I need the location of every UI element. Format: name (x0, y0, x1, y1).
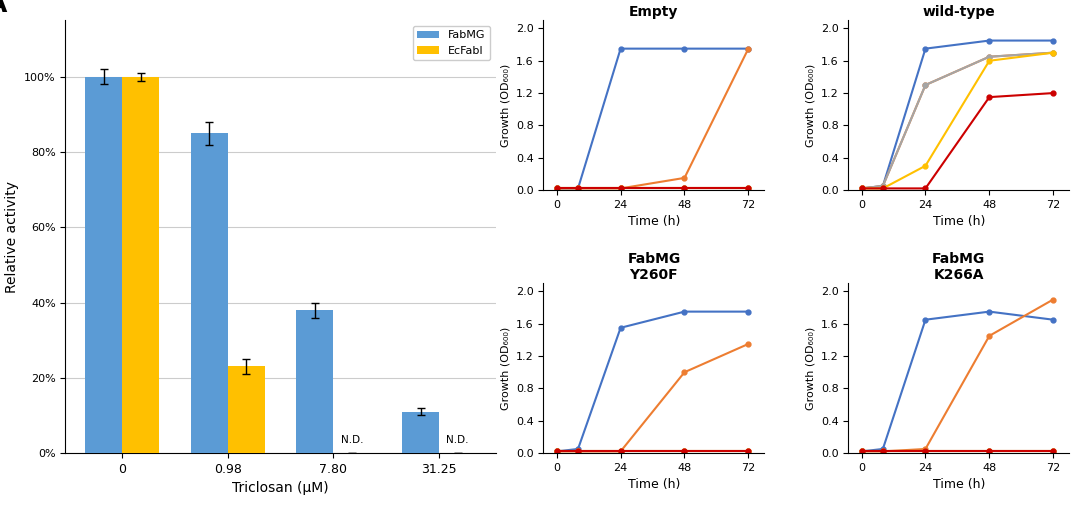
X-axis label: Time (h): Time (h) (627, 478, 680, 491)
Bar (297, 310, 334, 453)
Bar (85, 77, 122, 453)
Text: N.D.: N.D. (340, 436, 363, 445)
X-axis label: Triclosan (μM): Triclosan (μM) (232, 482, 328, 495)
Y-axis label: Growth (OD₆₀₀): Growth (OD₆₀₀) (805, 64, 815, 147)
Y-axis label: Growth (OD₆₀₀): Growth (OD₆₀₀) (501, 64, 511, 147)
Bar (191, 133, 228, 453)
Y-axis label: Relative activity: Relative activity (4, 181, 19, 293)
Title: FabMG
wild-type: FabMG wild-type (922, 0, 995, 19)
Text: A: A (0, 0, 8, 17)
Title: Empty: Empty (630, 5, 679, 19)
Y-axis label: Growth (OD₆₀₀): Growth (OD₆₀₀) (805, 327, 815, 410)
Title: FabMG
K266A: FabMG K266A (932, 252, 985, 282)
Bar (228, 366, 265, 453)
Y-axis label: Growth (OD₆₀₀): Growth (OD₆₀₀) (501, 327, 511, 410)
X-axis label: Time (h): Time (h) (933, 215, 985, 229)
Text: N.D.: N.D. (446, 436, 469, 445)
Legend: FabMG, EcFabI: FabMG, EcFabI (412, 26, 490, 61)
Bar (403, 412, 439, 453)
X-axis label: Time (h): Time (h) (933, 478, 985, 491)
Bar (122, 77, 159, 453)
X-axis label: Time (h): Time (h) (627, 215, 680, 229)
Title: FabMG
Y260F: FabMG Y260F (627, 252, 681, 282)
